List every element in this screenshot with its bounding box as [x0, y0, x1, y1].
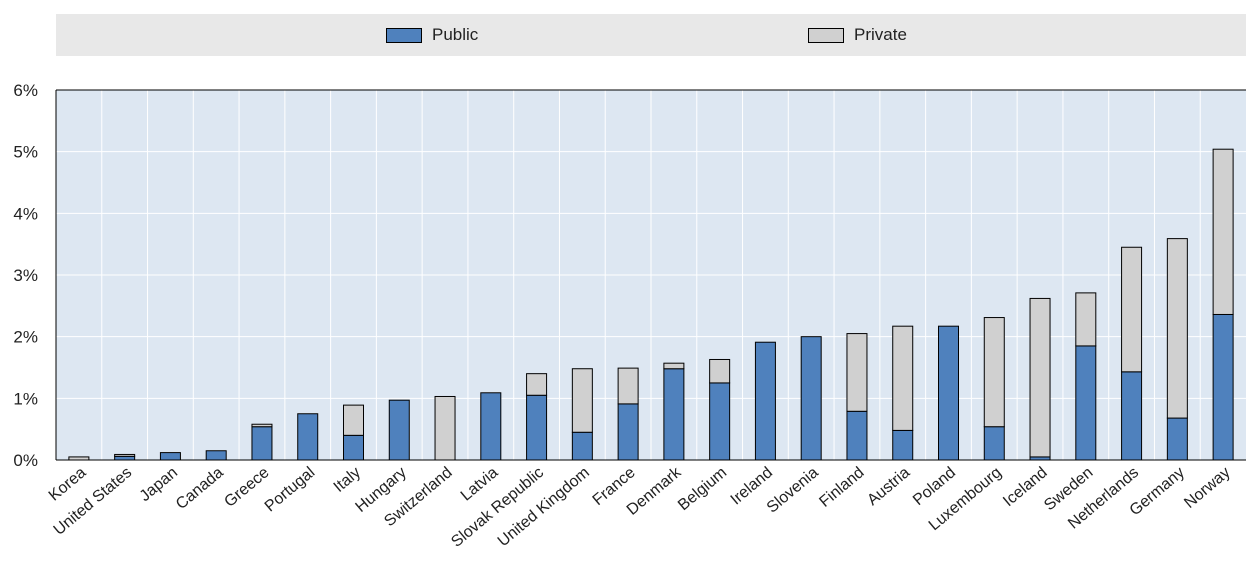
x-tick-label: Finland: [816, 464, 867, 511]
bar-public: [343, 434, 364, 461]
bar-private: [114, 453, 136, 457]
bar-public: [159, 452, 181, 461]
legend-swatch-private: [808, 27, 844, 43]
bar-private: [571, 368, 593, 433]
bar-public: [480, 392, 502, 461]
bar-private: [434, 395, 456, 461]
legend-swatch-public: [386, 27, 422, 43]
bar-public: [1212, 313, 1234, 461]
bar-public: [1166, 417, 1188, 461]
bar-private: [983, 317, 1005, 428]
legend-item-private: Private: [808, 25, 907, 45]
y-tick-label: 0%: [13, 451, 38, 470]
bar-private: [892, 325, 914, 431]
bar-public: [251, 426, 273, 461]
bar-private: [617, 367, 639, 405]
bar-private: [1166, 238, 1188, 419]
chart-legend: Public Private: [56, 14, 1246, 56]
legend-label-private: Private: [854, 25, 907, 44]
y-tick-label: 6%: [13, 81, 38, 100]
x-tick-label: United States: [51, 464, 136, 539]
y-tick-label: 5%: [13, 143, 38, 162]
bar-public: [388, 399, 410, 461]
x-tick-label: Belgium: [675, 464, 730, 514]
x-tick-label: Canada: [173, 464, 227, 513]
bar-public: [846, 410, 868, 461]
legend-label-public: Public: [432, 25, 479, 44]
bar-public: [526, 394, 548, 461]
bar-public: [709, 382, 731, 461]
x-tick-label: Italy: [331, 464, 364, 496]
bar-private: [709, 358, 731, 384]
bar-private: [251, 423, 273, 428]
x-tick-label: Slovenia: [764, 464, 822, 517]
bar-private: [343, 404, 364, 436]
bar-public: [297, 413, 319, 461]
bar-private: [1121, 246, 1143, 373]
bar-public: [754, 341, 776, 461]
legend-item-public: Public: [386, 25, 478, 45]
x-tick-label: Norway: [1181, 464, 1233, 512]
bar-public: [800, 336, 822, 461]
bar-public: [892, 429, 914, 461]
bar-public: [663, 368, 685, 461]
y-tick-label: 3%: [13, 266, 38, 285]
bar-public: [1121, 371, 1143, 461]
bar-public: [938, 325, 959, 461]
bar-public: [617, 403, 639, 461]
x-tick-label: Portugal: [262, 464, 319, 515]
y-tick-label: 1%: [13, 389, 38, 408]
bar-private: [846, 333, 868, 412]
bar-public: [571, 431, 593, 461]
bar-public: [114, 455, 136, 461]
x-tick-label: Austria: [864, 464, 913, 509]
bar-private: [1075, 292, 1097, 347]
y-tick-label: 4%: [13, 204, 38, 223]
bar-public: [1075, 345, 1097, 461]
bar-public: [983, 426, 1005, 461]
bar-public: [205, 450, 227, 461]
bar-private: [1212, 148, 1234, 315]
y-tick-label: 2%: [13, 328, 38, 347]
bar-private: [526, 373, 548, 396]
bar-private: [663, 362, 685, 370]
bar-private: [1029, 297, 1051, 458]
